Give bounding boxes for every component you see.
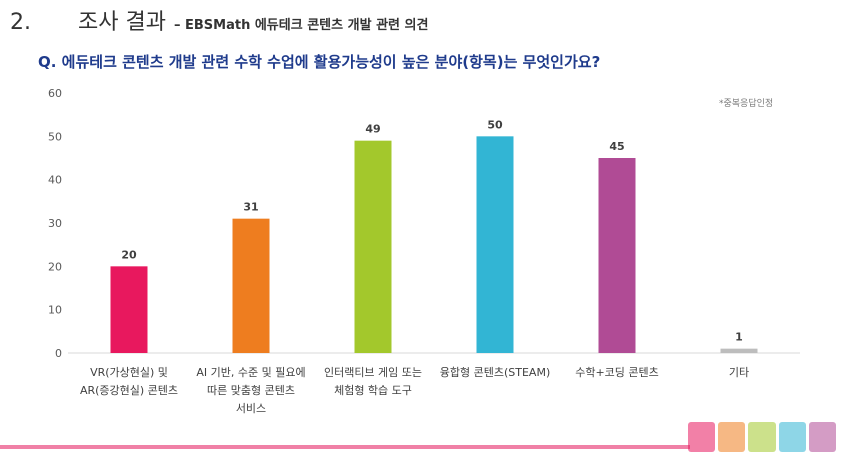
section-number: 2. (10, 10, 31, 35)
section-title: 조사 결과 (78, 10, 166, 35)
data-label: 20 (121, 248, 137, 261)
bar (354, 140, 392, 353)
bar (232, 218, 270, 353)
data-label: 45 (609, 140, 624, 153)
bottom-accent-bar (0, 445, 690, 449)
x-tick-label: 수학+코딩 콘텐츠 (575, 366, 659, 379)
x-tick-label: AI 기반, 수준 및 필요에 따른 맞춤형 콘텐츠 서비스 (196, 366, 305, 415)
data-label: 50 (487, 118, 503, 131)
survey-question: Q. 에듀테크 콘텐츠 개발 관련 수학 수업에 활용가능성이 높은 분야(항목… (38, 53, 601, 71)
footnote: *중복응답인정 (719, 99, 774, 109)
data-label: 31 (243, 201, 258, 214)
bar (598, 158, 636, 353)
y-tick-label: 50 (48, 130, 62, 143)
y-tick-label: 30 (48, 217, 62, 230)
data-label: 1 (735, 331, 743, 344)
x-tick-label: 기타 (729, 366, 749, 379)
logo-block (688, 422, 716, 452)
bar (720, 348, 758, 353)
x-tick-label: 인터랙티브 게임 또는 체험형 학습 도구 (324, 366, 422, 397)
page-header: 2. 조사 결과 – EBSMath 에듀테크 콘텐츠 개발 관련 의견 (10, 4, 429, 35)
y-tick-label: 0 (55, 347, 62, 360)
brand-logo (688, 418, 837, 452)
x-tick-label: VR(가상현실) 및 AR(증강현실) 콘텐츠 (80, 366, 178, 397)
bar (110, 266, 148, 353)
data-label: 49 (365, 123, 380, 136)
x-tick-label: 융합형 콘텐츠(STEAM) (440, 366, 550, 379)
y-tick-label: 40 (48, 174, 62, 187)
y-tick-label: 10 (48, 304, 62, 317)
section-subtitle: – EBSMath 에듀테크 콘텐츠 개발 관련 의견 (173, 18, 429, 33)
logo-block (808, 422, 837, 452)
logo-block (718, 422, 746, 452)
y-tick-label: 60 (48, 87, 62, 100)
y-tick-label: 20 (48, 260, 62, 273)
logo-block (748, 422, 776, 452)
logo-block (778, 422, 806, 452)
bar (476, 136, 514, 353)
